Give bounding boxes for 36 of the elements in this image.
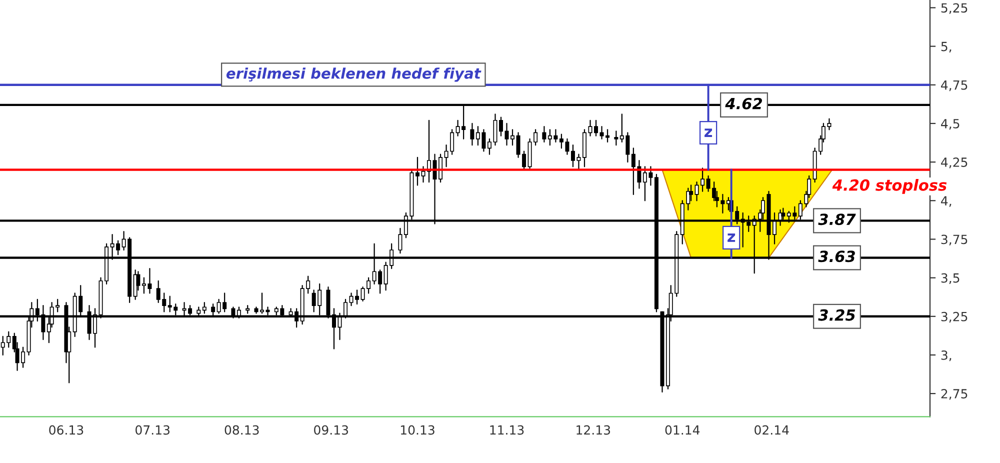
x-tick-label: 02.14 xyxy=(754,425,789,435)
x-tick-label: 11.13 xyxy=(490,425,524,435)
y-tick-label: 3,25 xyxy=(941,312,968,323)
y-tick-label: 4,25 xyxy=(941,158,968,168)
y-tick-label: 3,5 xyxy=(941,273,960,284)
annotation: z xyxy=(704,128,712,137)
candlestick xyxy=(689,184,694,202)
x-tick-label: 07.13 xyxy=(136,425,170,435)
y-tick-label: 5,25 xyxy=(941,3,968,14)
x-tick-label: 08.13 xyxy=(224,425,259,435)
ref-line-label: erişilmesi beklenen hedef fiyat xyxy=(226,68,482,82)
y-tick-label: 4, xyxy=(941,196,952,207)
candlestick xyxy=(415,156,420,186)
y-tick-label: 4,75 xyxy=(941,80,968,92)
x-tick-label: 12.13 xyxy=(576,425,610,435)
ref-line-label: 3.63 xyxy=(818,250,855,262)
candlestick xyxy=(614,130,618,146)
candlestick xyxy=(510,129,515,146)
y-tick-label: 3,75 xyxy=(941,234,968,246)
x-tick-label: 10.13 xyxy=(400,425,434,435)
ref-line-label: 4.20 stoploss xyxy=(832,179,947,194)
x-tick-label: 09.13 xyxy=(314,425,348,435)
y-tick-label: 2,75 xyxy=(941,389,968,400)
ref-line-label: 3.87 xyxy=(818,214,856,226)
candlestick xyxy=(398,228,402,254)
candlestick xyxy=(542,126,546,143)
y-tick-label: 3, xyxy=(941,350,952,362)
candlestick xyxy=(470,122,474,146)
x-tick-label: 06.13 xyxy=(49,425,84,435)
y-tick-label: 5, xyxy=(941,42,952,52)
y-tick-label: 4,5 xyxy=(941,119,960,130)
ref-line-label: 3.25 xyxy=(818,309,856,321)
annotation: z xyxy=(728,234,736,242)
candlestick xyxy=(594,120,598,136)
ref-line-label: 4.62 xyxy=(725,98,762,110)
x-tick-label: 01.14 xyxy=(665,425,700,435)
